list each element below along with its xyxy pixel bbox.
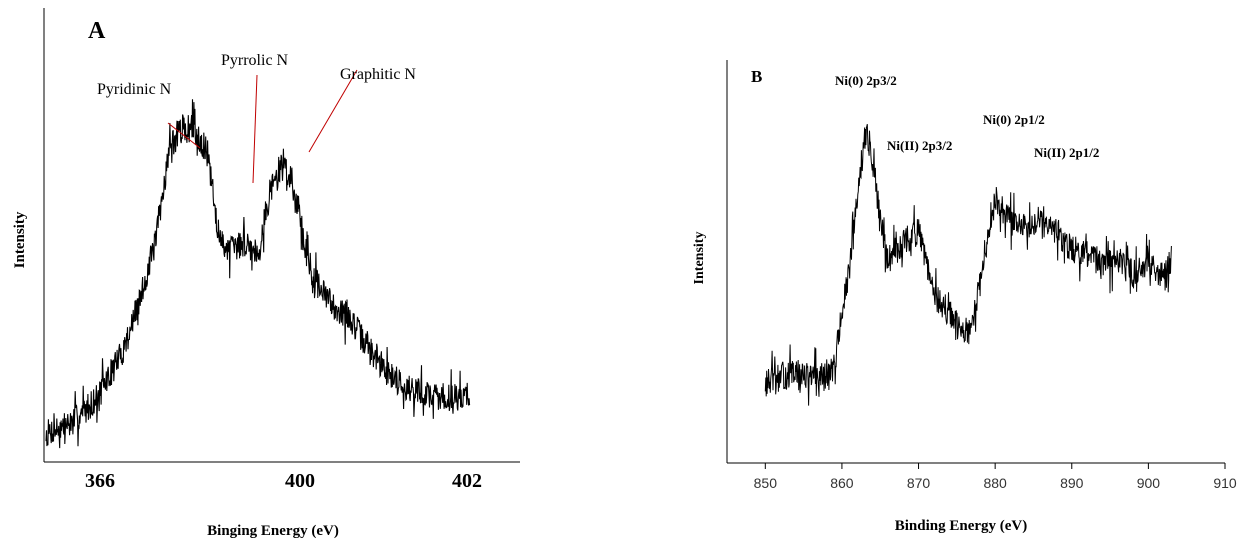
panel-a-y-axis-title: Intensity [12,211,28,268]
panel-b-x-tick-label: 860 [830,475,854,491]
panel-b-x-tick-label: 850 [754,475,778,491]
panel-b-x-tick-label: 870 [907,475,931,491]
panel-a-spectrum-line [45,99,471,449]
panel-b-annotation: Ni(0) 2p3/2 [835,73,897,88]
panel-b: B 850 860 870 880 890 900 910 Binding Energy (… [692,60,1237,534]
panel-b-spectrum-line [764,123,1172,406]
panel-a-x-axis-title: Binging Energy (eV) [207,523,339,539]
panel-a-x-tick-label: 402 [452,470,482,492]
panel-b-x-tick-label: 900 [1137,475,1161,491]
panel-a-x-tick-label: 400 [285,470,315,492]
panel-a-x-tick-label: 366 [85,470,115,492]
panel-a-annotation: Graphitic N [340,66,416,83]
panel-b-annotation: Ni(II) 2p1/2 [1034,145,1099,160]
panel-a-annotation: Pyrrolic N [221,52,289,69]
panel-a-annotation-leader [252,74,258,184]
panel-a-label: A [88,18,106,44]
panel-b-x-ticks: 850 860 870 880 890 900 910 [754,463,1237,491]
panel-b-x-tick-label: 910 [1213,475,1237,491]
panel-b-x-axis-title: Binding Energy (eV) [895,518,1028,534]
panel-a-annotation-leader [308,69,358,153]
panel-b-y-axis-title: Intensity [692,232,707,285]
panel-a-annotation-leader [167,122,201,149]
panel-a-annotation: Pyridinic N [97,81,172,98]
panel-b-x-tick-label: 890 [1060,475,1084,491]
panel-a: A 366 400 402 Binging Energy (eV) Intens… [12,8,520,539]
panel-b-annotation: Ni(0) 2p1/2 [983,112,1045,127]
panel-b-label: B [751,67,762,86]
panel-b-annotation: Ni(II) 2p3/2 [887,138,952,153]
panel-b-x-tick-label: 880 [983,475,1007,491]
